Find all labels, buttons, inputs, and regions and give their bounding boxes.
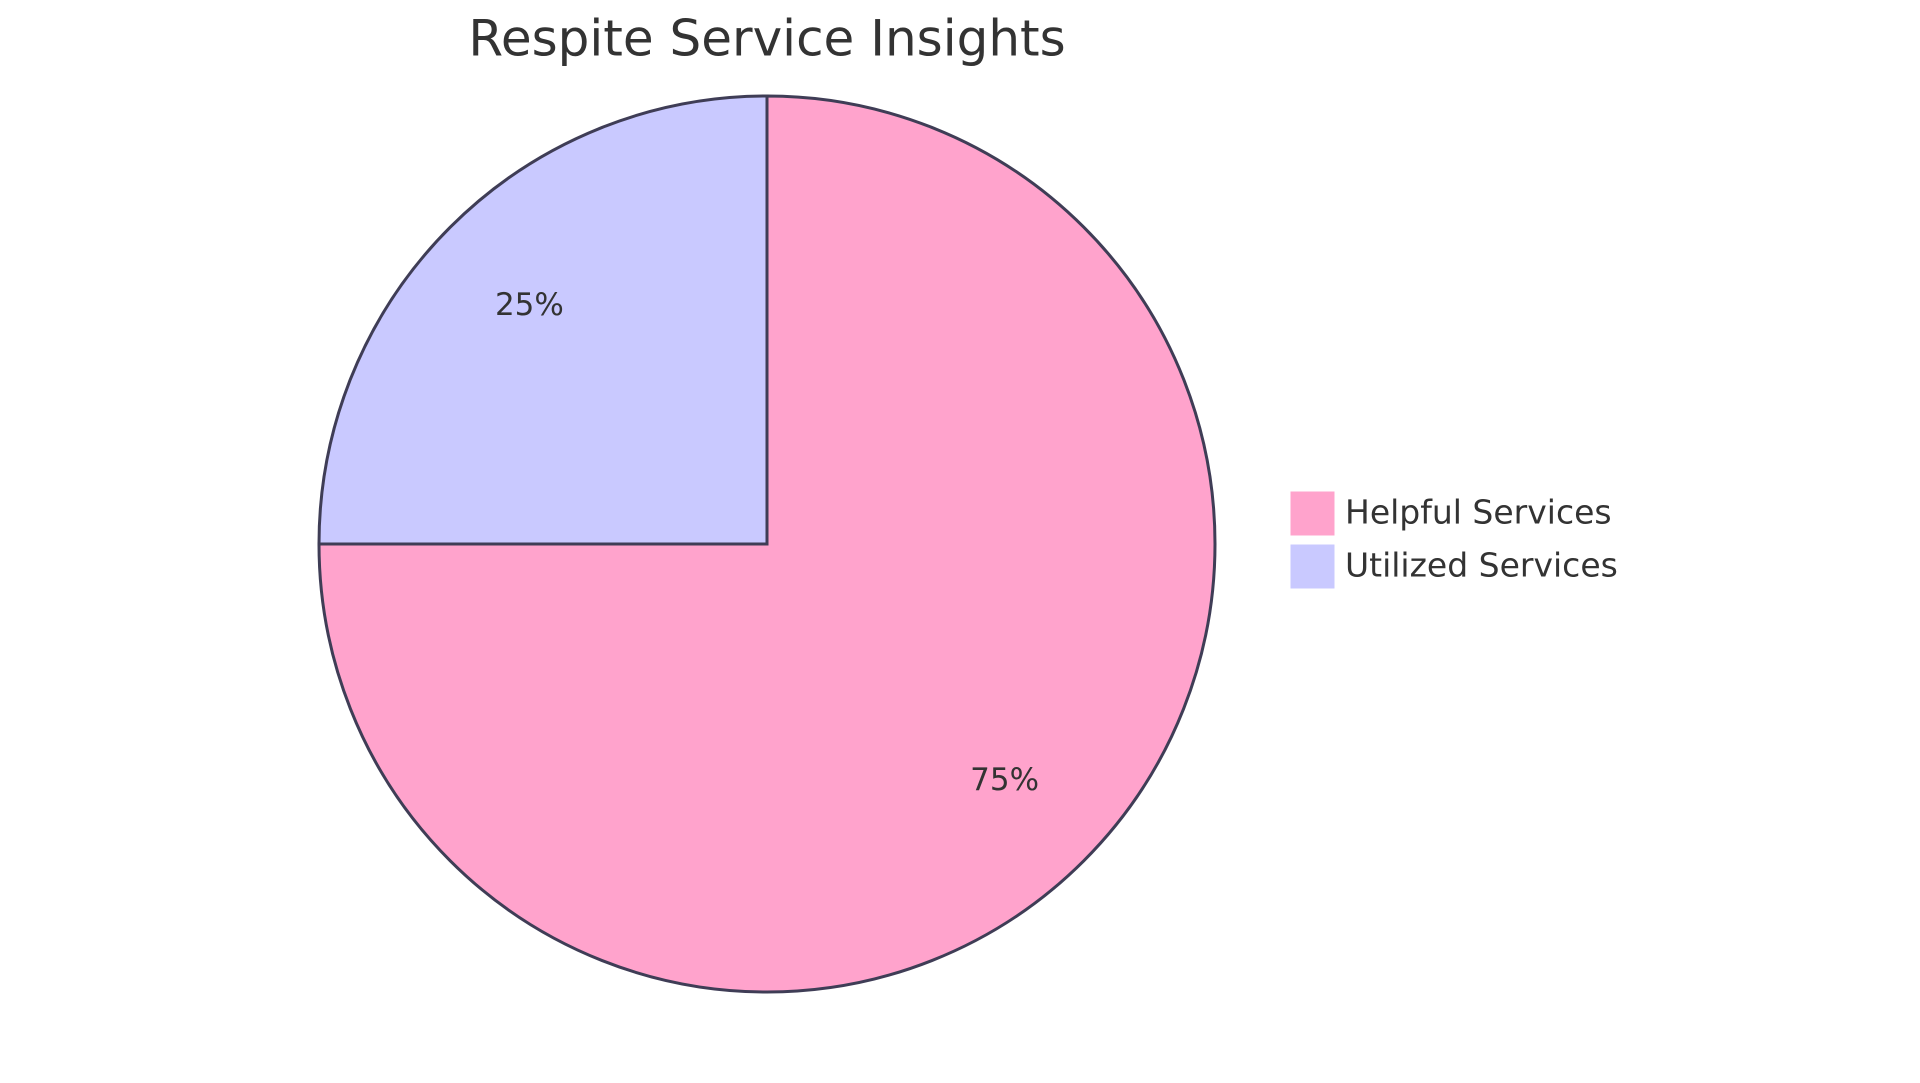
legend-swatch xyxy=(1289,490,1336,537)
chart-title: Respite Service Insights xyxy=(468,10,1065,68)
slice-labels: 75% 25% xyxy=(495,287,1039,798)
legend: Helpful Services Utilized Services xyxy=(1289,490,1618,590)
slice-label: 25% xyxy=(495,287,564,323)
legend-label: Helpful Services xyxy=(1345,493,1612,532)
slice-label: 75% xyxy=(970,762,1039,798)
pie xyxy=(317,94,1217,994)
legend-label: Utilized Services xyxy=(1345,546,1618,585)
pie-slice xyxy=(317,94,769,546)
legend-swatch xyxy=(1289,543,1336,590)
